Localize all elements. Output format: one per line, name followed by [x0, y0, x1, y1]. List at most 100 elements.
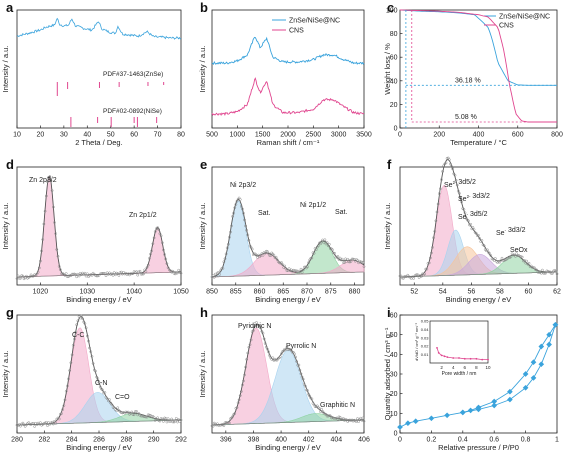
x-tick-label: 2500	[306, 132, 322, 139]
data-point	[308, 394, 312, 398]
isotherm-point	[491, 398, 498, 405]
data-point	[61, 408, 65, 411]
data-point	[57, 265, 61, 268]
data-point	[356, 259, 359, 262]
data-point	[362, 265, 366, 268]
data-point	[145, 415, 149, 419]
data-point	[133, 410, 137, 413]
x-axis-label: Binding energy / eV	[66, 295, 131, 304]
data-point	[490, 257, 494, 261]
inset-y-axis-label: dV/dD / cm³ g⁻¹ nm⁻¹	[414, 322, 419, 361]
legend-entry: CNS	[289, 28, 304, 35]
x-tick-label: 865	[277, 289, 289, 296]
isotherm-point	[491, 402, 498, 409]
y-axis-label: Intensity / a.u.	[1, 351, 10, 398]
data-point	[444, 161, 448, 165]
x-tick-label: 280	[11, 437, 23, 444]
peak-label: Se2- 3d5/2	[444, 179, 476, 189]
data-point	[524, 261, 527, 265]
plot-frame	[211, 166, 365, 286]
data-point	[492, 259, 496, 262]
data-point	[447, 158, 451, 162]
isotherm-point	[546, 331, 552, 338]
baseline	[16, 271, 182, 278]
data-point	[274, 255, 278, 259]
data-point	[343, 261, 346, 264]
data-point	[146, 263, 150, 267]
data-point	[55, 248, 59, 251]
data-point	[320, 408, 324, 411]
data-point	[89, 350, 93, 354]
data-point	[112, 271, 116, 274]
x-tick-label: 0.2	[427, 437, 437, 444]
data-point	[178, 420, 182, 423]
data-point	[416, 273, 420, 277]
x-tick-label: 58	[496, 289, 504, 296]
plot-frame	[16, 9, 182, 129]
data-point	[54, 232, 58, 235]
data-point	[64, 272, 68, 275]
x-tick-label: 0.4	[458, 437, 468, 444]
data-point	[218, 423, 221, 427]
data-point	[300, 375, 304, 379]
data-point	[284, 267, 288, 270]
peak-label: Se- 3d5/2	[458, 211, 488, 221]
inset-y-tick-label: 0.02	[421, 344, 430, 349]
data-point	[266, 250, 269, 253]
data-point	[232, 211, 236, 215]
inset-point	[463, 357, 466, 360]
inset-point	[443, 355, 446, 358]
data-point	[35, 272, 39, 276]
isotherm-point	[507, 396, 513, 403]
data-point	[310, 256, 314, 260]
data-point	[76, 319, 80, 323]
data-point	[103, 272, 107, 275]
data-point	[298, 368, 302, 372]
data-point	[25, 274, 28, 278]
data-point	[83, 271, 87, 275]
inset-x-tick-label: 8	[475, 365, 478, 370]
data-point	[482, 244, 486, 248]
data-point	[509, 255, 513, 259]
data-point	[298, 270, 302, 273]
data-point	[131, 413, 135, 416]
data-point	[103, 391, 107, 394]
peak-label: C=O	[115, 394, 130, 401]
data-point	[88, 346, 91, 350]
data-point	[231, 215, 234, 218]
data-point	[238, 394, 242, 397]
data-point	[243, 218, 246, 222]
data-point	[432, 236, 435, 240]
isotherm-point	[538, 361, 545, 368]
panel-letter-g: g	[6, 305, 14, 320]
x-tick-label: 20	[37, 132, 45, 139]
peak-label: Pyridinic N	[238, 323, 271, 330]
data-point	[53, 419, 56, 423]
data-point	[463, 211, 467, 215]
data-point	[33, 425, 36, 428]
data-point	[271, 356, 275, 360]
x-tick-label: 875	[325, 289, 337, 296]
data-point	[242, 211, 245, 215]
x-tick-label: 50	[107, 132, 115, 139]
data-point	[299, 267, 303, 271]
data-point	[54, 421, 58, 425]
x-tick-label: 40	[83, 132, 91, 139]
data-point	[108, 398, 111, 402]
isotherm-point	[552, 321, 559, 328]
data-point	[81, 317, 84, 321]
data-point	[281, 263, 284, 266]
annotation-residue-1: 36.18 %	[455, 77, 481, 84]
data-point	[290, 350, 294, 354]
data-point	[554, 269, 558, 273]
data-point	[164, 257, 168, 261]
peak-label: Ni 2p3/2	[230, 182, 256, 189]
x-tick-label: 284	[66, 437, 78, 444]
peak-label: Graphitic N	[320, 402, 355, 409]
data-point	[412, 277, 415, 280]
data-point	[453, 173, 457, 177]
data-point	[471, 226, 475, 229]
data-point	[149, 252, 152, 256]
data-point	[69, 361, 73, 365]
data-point	[137, 412, 141, 415]
